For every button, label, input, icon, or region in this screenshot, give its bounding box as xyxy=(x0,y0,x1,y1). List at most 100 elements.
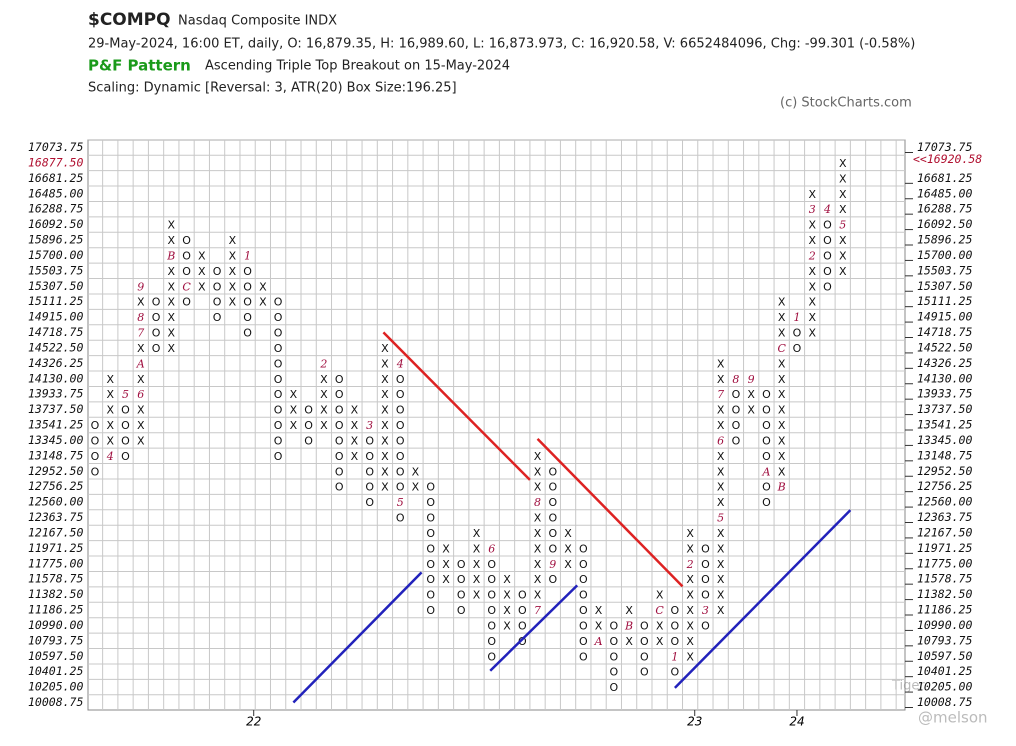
y-tick-label: 11186.25 xyxy=(28,603,83,617)
x-box: X xyxy=(320,388,328,401)
trend-line xyxy=(673,509,852,689)
y2-tick-label: 12560.00 xyxy=(917,495,972,509)
x-box: X xyxy=(839,249,847,262)
y-tick-label: 11775.00 xyxy=(28,556,83,570)
x-box: X xyxy=(686,619,694,632)
x-box: X xyxy=(778,388,786,401)
x-box: X xyxy=(168,265,176,278)
x-box: X xyxy=(290,388,298,401)
x-box: X xyxy=(717,527,725,540)
o-box: O xyxy=(396,404,405,417)
y2-tick-label: 15111.25 xyxy=(917,294,972,308)
o-box: O xyxy=(426,542,435,555)
pf-column: XXX xyxy=(564,527,572,571)
o-box: O xyxy=(762,481,771,494)
o-box: O xyxy=(701,589,710,602)
o-box: O xyxy=(335,388,344,401)
x-box: X xyxy=(534,542,542,555)
x-box: X xyxy=(717,481,725,494)
x-box: X xyxy=(686,589,694,602)
o-box: O xyxy=(732,434,741,447)
x-tick-label: 24 xyxy=(789,715,804,729)
y2-tick-label: 12756.25 xyxy=(917,479,972,493)
y-tick-label: 10401.25 xyxy=(28,664,83,678)
x-box: X xyxy=(198,265,206,278)
x-box: X xyxy=(351,404,359,417)
o-box: O xyxy=(518,589,527,602)
o-box: O xyxy=(121,434,130,447)
y2-tick-label: 14522.50 xyxy=(917,340,972,354)
y-tick-label: 15307.50 xyxy=(28,279,83,293)
o-box: O xyxy=(671,666,680,679)
y-tick-label: 11971.25 xyxy=(28,541,83,555)
current-box-label: 16877.50 xyxy=(28,155,83,169)
month-marker: 6 xyxy=(137,388,144,401)
x-box: X xyxy=(839,172,847,185)
watermark-user: @melson xyxy=(918,709,988,727)
month-marker: 9 xyxy=(137,280,144,293)
o-box: O xyxy=(396,434,405,447)
x-box: X xyxy=(106,434,114,447)
month-marker: 2 xyxy=(319,357,327,370)
o-box: O xyxy=(579,635,588,648)
x-box: X xyxy=(320,419,328,432)
pf-column: XX xyxy=(259,280,267,308)
x-box: X xyxy=(534,481,542,494)
x-box: X xyxy=(808,296,816,309)
y-tick-label: 10793.75 xyxy=(28,633,83,647)
o-box: O xyxy=(579,589,588,602)
x-box: X xyxy=(686,527,694,540)
y-tick-label: 13541.25 xyxy=(28,418,83,432)
pf-column: XXX xyxy=(442,542,450,586)
month-marker: 5 xyxy=(397,496,404,509)
o-box: O xyxy=(304,419,313,432)
x-box: X xyxy=(137,342,145,355)
pf-column: XBX xyxy=(624,604,633,648)
o-box: O xyxy=(152,327,161,340)
x-box: X xyxy=(778,311,786,324)
o-box: O xyxy=(610,619,619,632)
y2-tick-label: 13933.75 xyxy=(917,387,972,401)
o-box: O xyxy=(274,404,283,417)
watermark: Tiger xyxy=(891,679,925,694)
x-box: X xyxy=(839,203,847,216)
y2-tick-label: 10401.25 xyxy=(917,664,972,678)
y2-tick-label: 11578.75 xyxy=(917,572,972,586)
y-tick-label: 13933.75 xyxy=(28,387,83,401)
month-marker: 9 xyxy=(748,373,755,386)
month-marker: 2 xyxy=(808,249,816,262)
x-box: X xyxy=(808,280,816,293)
x-box: X xyxy=(656,589,664,602)
y-tick-label: 14326.25 xyxy=(28,356,83,370)
month-marker: 3 xyxy=(809,203,816,216)
x-box: X xyxy=(564,542,572,555)
x-box: X xyxy=(412,465,420,478)
y2-tick-label: 15896.25 xyxy=(917,233,972,247)
trend-line xyxy=(292,571,423,704)
o-box: O xyxy=(548,512,557,525)
y2-tick-label: 14130.00 xyxy=(917,371,972,385)
month-marker: C xyxy=(777,342,786,355)
pf-column: OO 1 xyxy=(793,311,802,355)
x-box: X xyxy=(290,419,298,432)
x-box: X xyxy=(534,527,542,540)
o-box: O xyxy=(91,465,100,478)
y-tick-label: 11578.75 xyxy=(28,572,83,586)
o-box: O xyxy=(762,404,771,417)
x-box: X xyxy=(686,604,694,617)
x-box: X xyxy=(259,280,267,293)
x-box: X xyxy=(778,296,786,309)
y-tick-label: 15503.75 xyxy=(28,263,83,277)
x-box: X xyxy=(717,496,725,509)
x-box: X xyxy=(351,434,359,447)
o-box: O xyxy=(304,404,313,417)
month-marker: 6 xyxy=(717,434,724,447)
y-tick-label: 16288.75 xyxy=(28,202,83,216)
month-marker: A xyxy=(761,465,770,478)
